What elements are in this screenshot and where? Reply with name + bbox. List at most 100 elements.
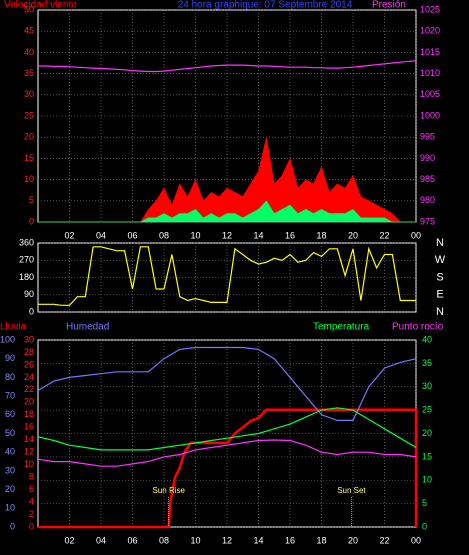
y3-tick-label: 0 (29, 521, 34, 531)
y2-tick-label: N (436, 306, 444, 318)
y-tick-label: 50 (5, 428, 15, 438)
y-tick-label: 90 (5, 353, 15, 363)
y3-tick-label: 18 (24, 409, 34, 419)
y3-tick-label: 4 (29, 496, 34, 506)
y3-tick-label: 26 (24, 359, 34, 369)
y-tick-label: 180 (19, 272, 34, 282)
y2-tick-label: 15 (422, 451, 432, 461)
x-tick-label: 08 (159, 535, 169, 545)
y-tick-label: 35 (24, 68, 34, 78)
x-tick-label: 10 (190, 535, 200, 545)
y-tick-label: 80 (5, 372, 15, 382)
y-tick-label: 20 (5, 484, 15, 494)
y2-tick-label: 5 (422, 498, 427, 508)
legend-label: Temperatura (313, 322, 370, 333)
y-tick-label: 20 (24, 132, 34, 142)
y2-tick-label: 1010 (420, 68, 440, 78)
y-tick-label: 10 (24, 174, 34, 184)
legend-label: Punto rocío (392, 322, 444, 333)
series-line (37, 346, 417, 421)
x-tick-label: 20 (348, 230, 358, 240)
y2-tick-label: 980 (420, 195, 435, 205)
y-tick-label: 100 (0, 334, 15, 344)
x-tick-label: 02 (64, 535, 74, 545)
y2-tick-label: N (436, 237, 444, 249)
y-tick-label: 10 (5, 503, 15, 513)
y2-tick-label: 1020 (420, 26, 440, 36)
x-tick-label: 06 (127, 535, 137, 545)
x-tick-label: 20 (348, 535, 358, 545)
annotation-label: Sun Rise (152, 486, 185, 495)
y2-tick-label: 975 (420, 216, 435, 226)
x-tick-label: 10 (190, 230, 200, 240)
legend-label: Lluvia (0, 322, 27, 333)
y3-tick-label: 6 (29, 484, 34, 494)
x-tick-label: 00 (411, 230, 421, 240)
y-tick-label: 30 (5, 465, 15, 475)
x-tick-label: 00 (411, 535, 421, 545)
x-tick-label: 14 (253, 230, 263, 240)
series-line (38, 60, 417, 73)
x-tick-label: 18 (316, 535, 326, 545)
series-line (38, 246, 416, 306)
y-tick-label: 15 (24, 153, 34, 163)
y-tick-label: 60 (5, 409, 15, 419)
y-tick-label: 70 (5, 390, 15, 400)
series-area (38, 200, 416, 223)
y3-tick-label: 12 (24, 447, 34, 457)
y-tick-label: 0 (29, 306, 34, 316)
y-tick-label: 50 (24, 4, 34, 14)
series-line (38, 408, 418, 529)
y2-tick-label: 10 (422, 475, 432, 485)
y2-tick-label: W (435, 254, 446, 266)
y2-tick-label: 30 (422, 381, 432, 391)
legend-label: Humedad (66, 322, 109, 333)
x-tick-label: 08 (159, 230, 169, 240)
y-tick-label: 90 (24, 289, 34, 299)
series-line (37, 407, 417, 451)
y2-tick-label: 1025 (420, 4, 440, 14)
x-tick-label: 12 (222, 230, 232, 240)
y-tick-label: 0 (10, 521, 15, 531)
legend-label: Velocidad viento (4, 0, 77, 11)
y-tick-label: 30 (24, 89, 34, 99)
y3-tick-label: 8 (29, 472, 34, 482)
y2-tick-label: 1015 (420, 47, 440, 57)
y3-tick-label: 22 (24, 384, 34, 394)
y2-tick-label: 995 (420, 132, 435, 142)
y-tick-label: 270 (19, 255, 34, 265)
x-tick-label: 16 (285, 535, 295, 545)
x-tick-label: 16 (285, 230, 295, 240)
x-tick-label: 04 (96, 535, 106, 545)
y2-tick-label: 0 (422, 521, 427, 531)
series-line (37, 439, 417, 467)
y2-tick-label: 25 (422, 405, 432, 415)
y2-tick-label: 40 (422, 334, 432, 344)
y-tick-label: 45 (24, 26, 34, 36)
y2-tick-label: S (436, 271, 443, 283)
y2-tick-label: E (436, 289, 443, 301)
y3-tick-label: 16 (24, 422, 34, 432)
y-tick-label: 40 (5, 447, 15, 457)
y3-tick-label: 10 (24, 459, 34, 469)
y2-tick-label: 990 (420, 153, 435, 163)
x-tick-label: 18 (316, 230, 326, 240)
y-tick-label: 360 (19, 237, 34, 247)
y-tick-label: 40 (24, 47, 34, 57)
y2-tick-label: 35 (422, 358, 432, 368)
y-tick-label: 25 (24, 110, 34, 120)
y3-tick-label: 28 (24, 347, 34, 357)
annotation-label: Sun Set (337, 486, 366, 495)
x-tick-label: 02 (64, 230, 74, 240)
y2-tick-label: 1005 (420, 89, 440, 99)
y2-tick-label: 1000 (420, 110, 440, 120)
x-tick-label: 22 (379, 535, 389, 545)
y2-tick-label: 20 (422, 428, 432, 438)
y3-tick-label: 20 (24, 397, 34, 407)
y3-tick-label: 14 (24, 434, 34, 444)
y-tick-label: 5 (29, 195, 34, 205)
y3-tick-label: 2 (29, 509, 34, 519)
x-tick-label: 04 (96, 230, 106, 240)
y3-tick-label: 30 (24, 334, 34, 344)
